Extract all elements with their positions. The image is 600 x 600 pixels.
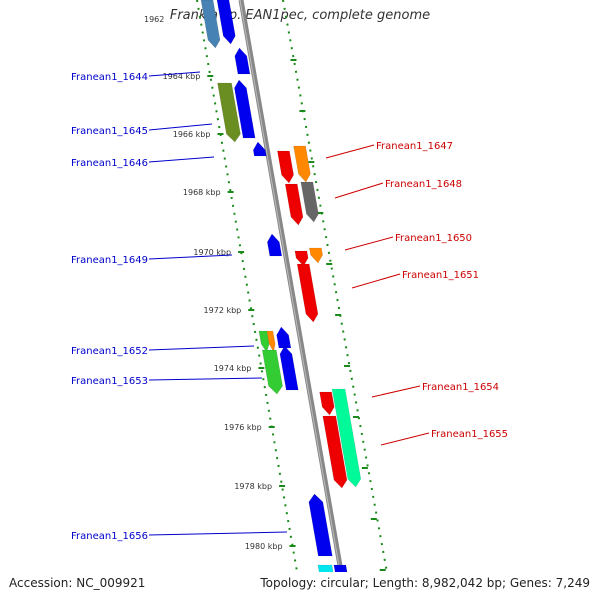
gene-franean1-1650-orange[interactable] [309, 247, 323, 264]
gene-franean1-1650[interactable] [294, 250, 309, 267]
map-title: Frankia sp. EAN1pec, complete genome [169, 8, 431, 23]
gene-franean1-1653-blue[interactable] [279, 345, 299, 391]
topology-text: Topology: circular; Length: 8,982,042 bp… [260, 576, 590, 590]
ruler-tick-label: 1972 kbp [204, 306, 242, 315]
ruler-tick-label: 1976 kbp [224, 423, 262, 432]
gene-franean1-1654[interactable] [319, 391, 335, 416]
backbone-highlight [239, 0, 341, 572]
gene-franean1-1646[interactable] [252, 141, 267, 157]
gene-steelblue-top[interactable] [200, 0, 221, 49]
gene-label-left[interactable]: Franean1_1649 [71, 255, 148, 266]
gene-label-right[interactable]: Franean1_1650 [395, 233, 472, 244]
ruler-tick-label: 1974 kbp [214, 364, 252, 373]
gene-franean1-1645[interactable] [234, 79, 256, 139]
gene-franean1-1655-green[interactable] [331, 388, 362, 488]
gene-franean1-1648-gray[interactable] [300, 181, 319, 223]
ruler-tick-label: 1964 kbp [163, 72, 201, 81]
clipped-top-ruler-label: 1962 [144, 15, 164, 24]
gene-label-left[interactable]: Franean1_1656 [71, 531, 148, 542]
ruler-tick-label: 1978 kbp [234, 482, 272, 491]
gene-franean1-1651[interactable] [296, 263, 319, 323]
gene-label-left[interactable]: Franean1_1645 [71, 126, 148, 137]
gene-franean1-1653[interactable] [261, 349, 283, 395]
gene-label-left[interactable]: Franean1_1652 [71, 346, 148, 357]
gene-franean1-1652[interactable] [276, 326, 292, 349]
callout-line [351, 273, 401, 289]
gene-label-left[interactable]: Franean1_1646 [71, 158, 148, 169]
gene-label-right[interactable]: Franean1_1651 [402, 270, 479, 281]
callout-line [148, 345, 255, 351]
callout-line [344, 236, 394, 251]
gene-label-right[interactable]: Franean1_1648 [385, 179, 462, 190]
callout-line [148, 254, 233, 260]
gene-franean1-1647-orange[interactable] [293, 145, 311, 183]
gene-label-right[interactable]: Franean1_1654 [422, 382, 499, 393]
ruler-tick-label: 1970 kbp [193, 248, 231, 257]
gene-label-left[interactable]: Franean1_1644 [71, 72, 148, 83]
gene-franean1-1652-green[interactable] [258, 330, 270, 353]
genome-backbone [238, 0, 344, 572]
gene-franean1-1648[interactable] [284, 183, 304, 226]
gene-label-left[interactable]: Franean1_1653 [71, 376, 148, 387]
gene-label-right[interactable]: Franean1_1647 [376, 141, 453, 152]
gene-franean1-1645-olive[interactable] [217, 82, 241, 143]
gene-franean1-1644[interactable] [234, 47, 251, 75]
left-dotted-guide [196, 0, 299, 572]
gene-blue-bottom[interactable] [333, 564, 351, 600]
ruler-tick-label: 1980 kbp [245, 542, 283, 551]
gene-franean1-1655[interactable] [322, 415, 348, 489]
gene-franean1-1647[interactable] [277, 150, 294, 184]
right-dotted-guide [282, 0, 388, 572]
callout-line [380, 432, 430, 446]
gene-franean1-1649[interactable] [267, 233, 283, 257]
gene-blue-top[interactable] [216, 0, 236, 45]
gene-franean1-1652-orange[interactable] [266, 330, 276, 353]
callout-line [334, 182, 384, 199]
gene-label-right[interactable]: Franean1_1655 [431, 429, 508, 440]
callout-line [148, 531, 288, 536]
gene-cyan-bottom[interactable] [317, 564, 337, 600]
callout-line [148, 156, 215, 163]
callout-line [148, 123, 213, 131]
callout-line [148, 71, 201, 77]
ruler-tick-label: 1968 kbp [183, 188, 221, 197]
ruler-tick-label: 1966 kbp [173, 130, 211, 139]
callout-line [371, 385, 421, 398]
callout-line [325, 144, 375, 159]
gene-franean1-1656[interactable] [308, 493, 333, 557]
callout-line [148, 377, 263, 381]
accession-text: Accession: NC_009921 [9, 576, 146, 590]
